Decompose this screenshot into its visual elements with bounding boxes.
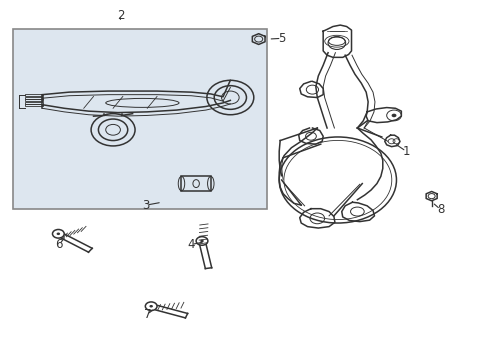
Bar xyxy=(13,30,267,209)
Bar xyxy=(25,94,43,96)
Bar xyxy=(181,176,211,191)
Circle shape xyxy=(56,233,60,235)
Text: 4: 4 xyxy=(188,238,195,251)
Bar xyxy=(25,102,43,104)
Circle shape xyxy=(392,114,396,117)
Text: 7: 7 xyxy=(144,308,151,321)
Circle shape xyxy=(149,305,153,307)
Circle shape xyxy=(200,240,204,242)
Text: 2: 2 xyxy=(117,9,124,22)
Bar xyxy=(25,97,43,99)
Bar xyxy=(25,104,43,106)
Text: 5: 5 xyxy=(278,32,285,45)
Text: 6: 6 xyxy=(55,238,63,251)
Text: 8: 8 xyxy=(437,203,444,216)
Text: 1: 1 xyxy=(402,145,410,158)
Bar xyxy=(25,99,43,101)
Text: 3: 3 xyxy=(143,199,150,212)
